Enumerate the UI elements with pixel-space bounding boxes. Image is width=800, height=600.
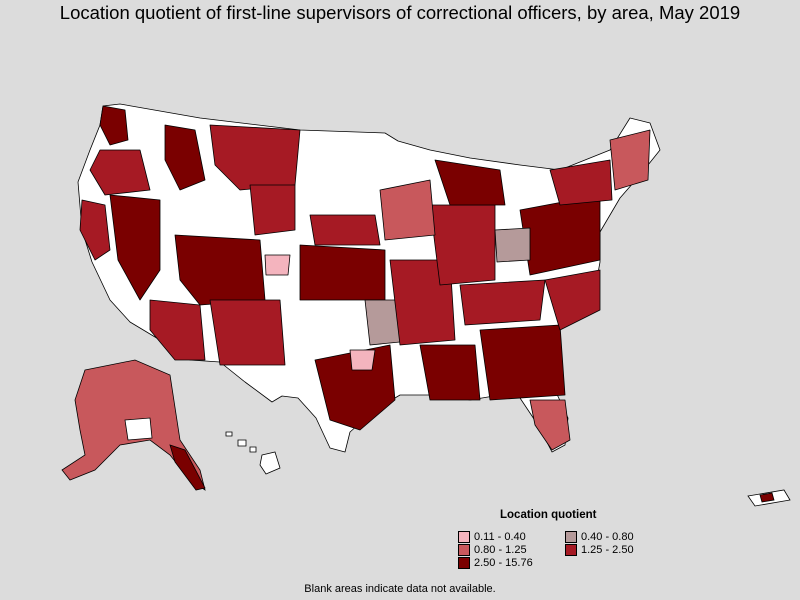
footnote: Blank areas indicate data not available.	[304, 583, 496, 595]
legend-swatch	[565, 531, 577, 543]
region-colorado-east	[264, 254, 291, 276]
legend-item-4: 2.50 - 15.76	[458, 557, 533, 569]
region-oregon	[89, 149, 151, 196]
region-florida	[529, 399, 571, 451]
region-arizona	[149, 299, 206, 361]
region-new-york	[549, 159, 613, 206]
legend-label: 0.11 - 0.40	[474, 531, 526, 543]
region-texas-east	[314, 344, 396, 431]
legend-label: 1.25 - 2.50	[581, 544, 634, 556]
region-idaho-montana-west	[164, 124, 206, 191]
legend-title: Location quotient	[500, 509, 597, 521]
region-new-england	[609, 129, 651, 191]
region-kentucky-tennessee	[459, 279, 546, 326]
region-alaska-southeast	[169, 444, 206, 491]
legend-item-1: 0.40 - 0.80	[565, 531, 634, 543]
region-washington-west	[99, 105, 129, 146]
legend-swatch	[458, 531, 470, 543]
region-kansas	[299, 244, 386, 301]
region-iowa-wisconsin	[379, 179, 436, 241]
region-illinois-indiana	[429, 204, 496, 286]
region-wyoming-east	[249, 184, 296, 236]
legend-item-2: 0.80 - 1.25	[458, 544, 527, 556]
region-nebraska-east	[309, 214, 381, 246]
legend-label: 0.80 - 1.25	[474, 544, 527, 556]
region-nevada	[109, 194, 161, 301]
region-alabama-georgia	[479, 324, 566, 401]
region-hawaii	[225, 431, 281, 475]
legend-label: 2.50 - 15.76	[474, 557, 533, 569]
legend-item-0: 0.11 - 0.40	[458, 531, 526, 543]
region-michigan	[434, 159, 506, 206]
region-new-mexico	[209, 299, 286, 366]
legend-label: 0.40 - 0.80	[581, 531, 634, 543]
region-puerto-rico	[747, 489, 791, 507]
map-title: Location quotient of first-line supervis…	[59, 2, 741, 23]
legend-swatch	[565, 544, 577, 556]
region-carolinas	[544, 269, 601, 331]
legend-swatch	[458, 557, 470, 569]
region-ohio-west-virginia	[494, 227, 531, 263]
region-northern-california	[79, 199, 111, 261]
region-arkansas-west	[349, 349, 376, 371]
region-alaska-blank	[124, 417, 153, 441]
legend-item-3: 1.25 - 2.50	[565, 544, 634, 556]
legend-swatch	[458, 544, 470, 556]
region-missouri-arkansas	[389, 259, 456, 346]
region-louisiana-mississippi	[419, 344, 481, 401]
